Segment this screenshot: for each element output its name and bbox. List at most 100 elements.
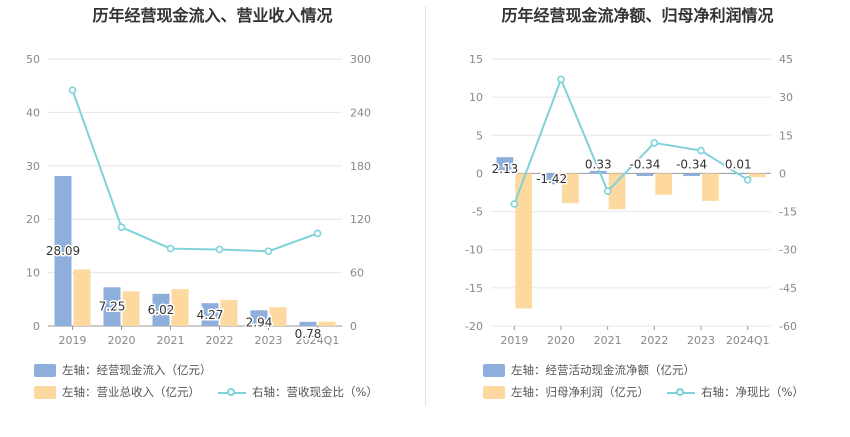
bar (318, 321, 336, 326)
series-line (513, 76, 749, 205)
legend-item-net-operating-cash[interactable]: 左轴：经营活动现金流净额（亿元） (483, 362, 695, 378)
line-point (743, 175, 752, 184)
y-left-tick-label: -15 (465, 282, 483, 295)
line-point (166, 244, 175, 253)
y-left-tick-label: -20 (465, 320, 483, 333)
legend-label: 右轴：营收现金比（%） (252, 385, 378, 399)
line-point (215, 245, 224, 254)
line-point (68, 86, 77, 94)
x-tick-label: 2022 (206, 334, 234, 347)
y-right-tick-label: -60 (779, 320, 797, 333)
data-label: 0.78 (295, 327, 322, 341)
y-left-tick-label: 30 (26, 160, 40, 173)
legend-item-net-profit[interactable]: 左轴：归母净利润（亿元） (483, 384, 649, 400)
y-right-tick-label: 0 (779, 167, 786, 180)
line-point (697, 146, 705, 155)
legend-swatch-orange (34, 385, 56, 399)
y-left-tick-label: 0 (476, 167, 483, 180)
legend-swatch-line (218, 386, 246, 399)
bar (702, 173, 719, 201)
data-label: 6.02 (148, 303, 175, 317)
x-tick-label: 2024Q1 (726, 334, 770, 347)
data-label: 2.94 (246, 315, 273, 329)
bar (655, 173, 673, 195)
x-tick-label: 2023 (687, 334, 715, 347)
bar (201, 303, 219, 326)
legend-swatch-blue (34, 363, 56, 377)
y-right-tick-label: 15 (779, 129, 793, 142)
legend-item-revenue[interactable]: 左轴：营业总收入（亿元） (34, 384, 200, 400)
y-right-tick-label: 0 (350, 320, 357, 333)
data-label: 28.09 (46, 244, 80, 258)
y-left-tick-label: 15 (469, 53, 483, 66)
data-label: -0.34 (676, 157, 707, 171)
line-point (603, 187, 612, 196)
y-right-tick-label: -15 (779, 206, 797, 219)
x-tick-label: 2022 (640, 334, 668, 347)
bar (122, 291, 140, 326)
chart-plot-netcash-profit: -20 -15 -10 -5 0 5 10 15 -60 -45 -30 -15 0 15 30 45 2019… (465, 53, 797, 347)
bar (54, 175, 72, 326)
y-right-tick-label: 240 (350, 106, 371, 119)
line-point (264, 247, 273, 256)
legend-label: 左轴：归母净利润（亿元） (511, 385, 649, 399)
y-right-tick-label: 120 (350, 213, 371, 226)
legend-label: 右轴：净现比（%） (701, 385, 804, 399)
x-tick-label: 2021 (157, 334, 185, 347)
y-left-tick-label: 20 (26, 213, 40, 226)
y-right-tick-label: 60 (350, 267, 364, 280)
line-point (313, 229, 322, 238)
bar (608, 173, 626, 210)
series-line (71, 89, 318, 253)
line-point (650, 139, 659, 147)
x-tick-label: 2020 (547, 334, 575, 347)
line-point (557, 75, 565, 84)
legend-label: 左轴：经营活动现金流净额（亿元） (511, 363, 695, 377)
legend-swatch-orange (483, 385, 505, 399)
y-left-tick-label: 40 (26, 106, 40, 119)
chart-panel-netcash-profit: 历年经营现金流净额、归母净利润情况 -20 -15 -10 -5 0 5 10 15 -60 -4… (425, 0, 850, 437)
legend-swatch-blue (483, 363, 505, 377)
y-right-tick-label: -30 (779, 244, 797, 257)
y-left-tick-label: -10 (465, 244, 483, 257)
bar (496, 157, 514, 174)
legend-swatch-line (667, 386, 695, 399)
chart-plot-cashflow-revenue: 0 10 20 30 40 50 0 60 120 180 240 300 2019 2020 2021 20… (26, 53, 371, 347)
bar (73, 269, 91, 326)
legend-item-net-cash-ratio[interactable]: 右轴：净现比（%） (667, 384, 804, 400)
data-label: 2.13 (492, 162, 519, 176)
data-label: 4.27 (197, 308, 224, 322)
bar (543, 173, 560, 185)
y-right-tick-label: 30 (779, 91, 793, 104)
bar (636, 173, 654, 177)
chart-panel-cashflow-revenue: 历年经营现金流入、营业收入情况 0 10 20 30 40 50 0 60 120 180 240 3… (26, 6, 378, 400)
bar (152, 293, 170, 326)
y-left-tick-label: 5 (476, 129, 483, 142)
bar (220, 299, 238, 326)
line-point (510, 200, 519, 208)
bar (269, 307, 287, 326)
data-label: -0.34 (629, 157, 660, 171)
y-right-tick-label: 180 (350, 160, 371, 173)
line-point (117, 223, 126, 232)
bar (103, 287, 121, 326)
data-label: 7.25 (99, 300, 126, 314)
x-tick-label: 2019 (59, 334, 87, 347)
bar (171, 289, 189, 326)
legend-item-cash-inflow[interactable]: 左轴：经营现金流入（亿元） (34, 362, 212, 378)
legend-label: 左轴：营业总收入（亿元） (62, 385, 200, 399)
bar (589, 170, 607, 174)
legend-item-cash-ratio[interactable]: 右轴：营收现金比（%） (218, 384, 378, 400)
data-label: 0.01 (725, 157, 752, 171)
y-right-tick-label: 45 (779, 53, 793, 66)
bar (748, 173, 766, 178)
bar (515, 173, 533, 309)
x-tick-label: 2020 (108, 334, 136, 347)
y-left-tick-label: -5 (472, 206, 483, 219)
bar (562, 173, 579, 204)
x-tick-label: 2024Q1 (296, 334, 340, 347)
y-left-tick-label: 10 (26, 267, 40, 280)
chart-title: 历年经营现金流入、营业收入情况 (92, 6, 333, 25)
y-left-tick-label: 50 (26, 53, 40, 66)
data-label: -1.42 (536, 172, 567, 186)
